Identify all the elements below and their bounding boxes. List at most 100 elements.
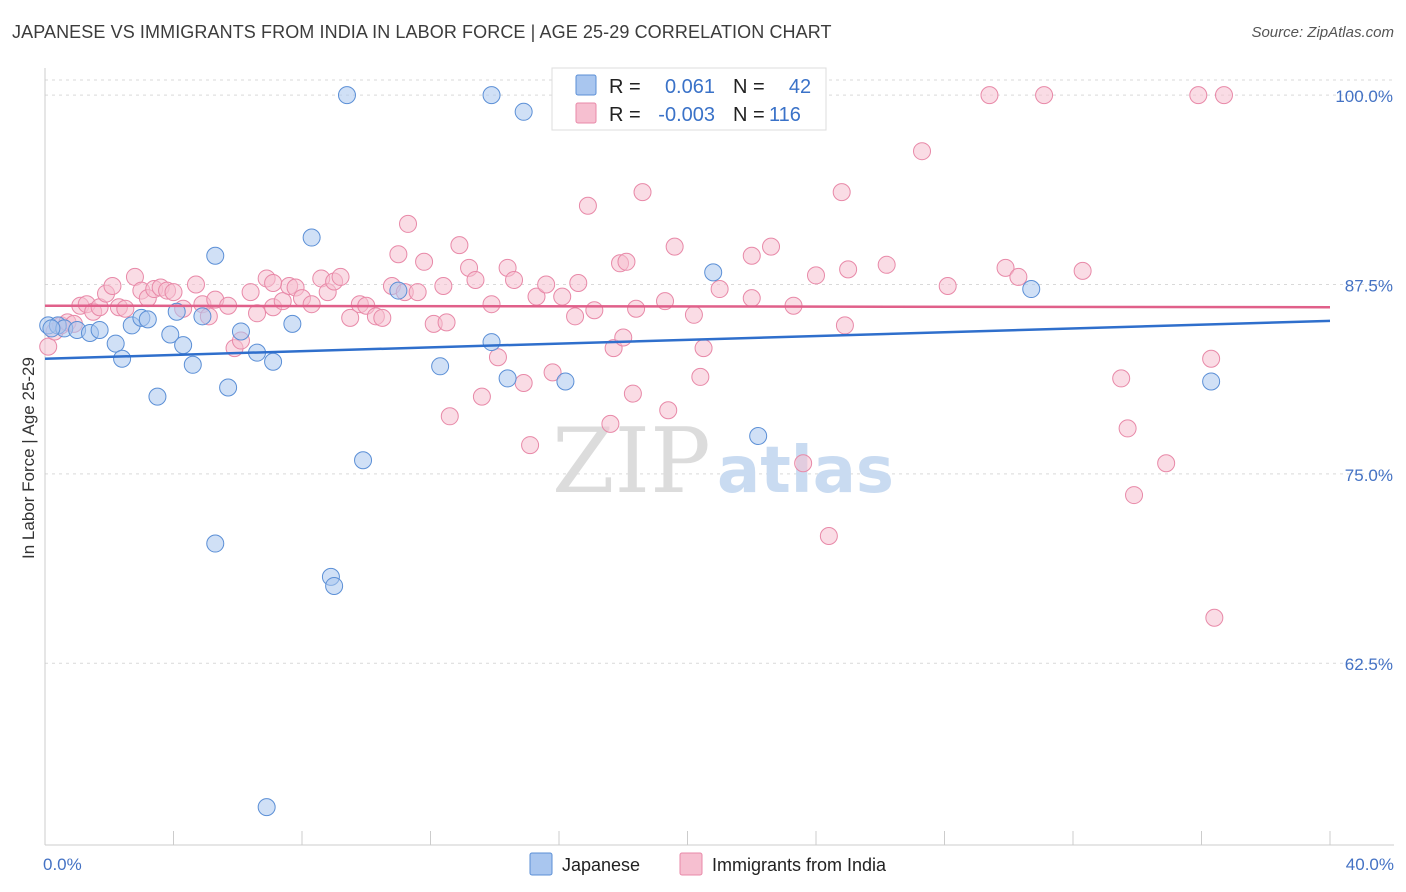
- point-india-67: [543, 363, 562, 382]
- point-japanese-7: [113, 349, 132, 368]
- point-japanese-27: [325, 576, 344, 595]
- point-india-115: [437, 313, 456, 332]
- chart-title: JAPANESE VS IMMIGRANTS FROM INDIA IN LAB…: [12, 22, 832, 42]
- gridlines: [45, 79, 1394, 664]
- point-india-41: [341, 308, 360, 327]
- point-india-45: [373, 308, 392, 327]
- point-japanese-41: [42, 319, 61, 338]
- point-india-113: [1214, 86, 1233, 105]
- point-india-108: [1125, 486, 1144, 505]
- point-india-98: [877, 255, 896, 274]
- axes: [44, 68, 1394, 846]
- point-india-73: [601, 414, 620, 433]
- point-india-114: [264, 273, 283, 292]
- point-india-29: [248, 304, 267, 323]
- point-japanese-38: [749, 426, 768, 445]
- point-india-93: [807, 266, 825, 285]
- point-japanese-15: [183, 355, 202, 374]
- point-india-103: [1009, 267, 1028, 286]
- point-japanese-22: [257, 798, 276, 817]
- point-japanese-40: [1202, 372, 1221, 391]
- point-india-112: [1205, 608, 1224, 627]
- point-japanese-6: [106, 334, 125, 353]
- point-india-92: [794, 454, 813, 473]
- point-india-54: [440, 407, 459, 426]
- x-tick-label-min: 0.0%: [43, 855, 82, 874]
- series-legend: Japanese Immigrants from India: [529, 852, 887, 876]
- point-india-101: [980, 86, 999, 105]
- point-india-63: [514, 373, 533, 392]
- point-india-82: [659, 401, 678, 420]
- point-india-51: [415, 252, 434, 271]
- point-japanese-19: [219, 378, 238, 397]
- legend-r-label-japanese: R =: [609, 76, 641, 98]
- point-india-87: [710, 280, 729, 299]
- x-tick-marks: [173, 831, 1331, 845]
- point-india-68: [553, 287, 572, 306]
- trend-lines: [44, 304, 1331, 360]
- point-india-19: [164, 283, 183, 302]
- point-india-95: [832, 183, 851, 202]
- point-india-89: [742, 246, 761, 265]
- point-india-40: [331, 267, 350, 286]
- point-japanese-29: [354, 451, 373, 470]
- point-japanese-18: [206, 534, 225, 553]
- point-japanese-20: [231, 322, 250, 341]
- point-japanese-10: [138, 310, 157, 329]
- point-india-78: [623, 384, 642, 403]
- y-tick-label-2: 87.5%: [1345, 277, 1393, 296]
- point-india-85: [691, 367, 710, 386]
- y-tick-labels: 62.5% 75.0% 87.5% 100.0%: [1335, 87, 1393, 674]
- legend-r-label-india: R =: [609, 104, 641, 126]
- point-india-58: [472, 387, 491, 406]
- x-tick-label-max: 40.0%: [1346, 855, 1394, 874]
- point-india-21: [186, 275, 205, 294]
- point-india-109: [1157, 454, 1176, 473]
- point-india-71: [578, 196, 597, 215]
- point-india-49: [399, 214, 418, 233]
- point-japanese-11: [148, 387, 167, 406]
- series-legend-swatch-india: [679, 852, 703, 876]
- point-india-96: [835, 316, 854, 335]
- point-india-70: [569, 273, 588, 292]
- point-japanese-23: [264, 352, 283, 371]
- point-india-79: [627, 299, 646, 318]
- point-japanese-39: [1022, 280, 1041, 299]
- point-japanese-32: [482, 86, 501, 105]
- y-tick-label-1: 75.0%: [1345, 466, 1393, 485]
- point-india-97: [839, 260, 858, 279]
- point-india-28: [241, 283, 260, 302]
- point-india-105: [1073, 261, 1092, 280]
- point-india-0: [39, 337, 58, 356]
- trend-line-japanese: [44, 319, 1331, 360]
- legend-swatch-japanese: [575, 74, 597, 96]
- point-india-83: [665, 237, 684, 256]
- point-india-77: [617, 252, 636, 271]
- point-japanese-37: [704, 263, 723, 282]
- series-legend-swatch-japanese: [529, 852, 553, 876]
- legend-swatch-india: [575, 102, 597, 124]
- series-legend-label-japanese: Japanese: [562, 855, 640, 875]
- point-india-69: [566, 307, 585, 326]
- legend-n-value-japanese: 42: [789, 76, 811, 98]
- y-axis-label: In Labor Force | Age 25-29: [19, 357, 38, 559]
- point-india-102: [996, 258, 1015, 277]
- point-japanese-28: [337, 86, 356, 105]
- legend-n-label-india: N =: [733, 104, 765, 126]
- point-india-76: [614, 328, 633, 347]
- point-japanese-33: [482, 333, 501, 352]
- point-japanese-14: [174, 336, 193, 355]
- point-india-55: [450, 236, 469, 255]
- legend-n-value-india: 116: [769, 104, 801, 126]
- point-japanese-17: [206, 246, 225, 265]
- point-india-84: [684, 305, 703, 324]
- point-india-12: [116, 299, 135, 318]
- point-india-106: [1112, 369, 1131, 388]
- legend-n-label-japanese: N =: [733, 76, 765, 98]
- point-india-50: [408, 283, 427, 302]
- series-legend-label-india: Immigrants from India: [712, 855, 887, 875]
- point-japanese-25: [302, 228, 321, 247]
- point-india-36: [302, 295, 321, 314]
- point-india-104: [1035, 86, 1054, 105]
